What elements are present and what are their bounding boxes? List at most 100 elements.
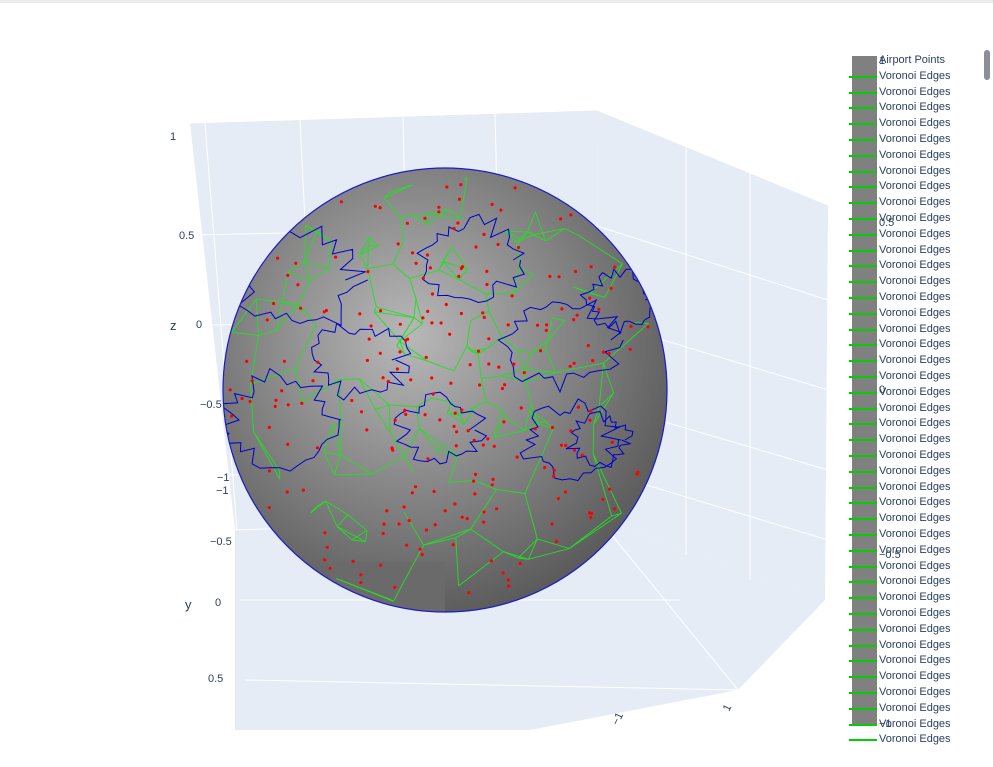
legend-item[interactable]: Voronoi Edges: [846, 369, 964, 384]
airport-point: [350, 398, 354, 403]
legend-item[interactable]: Voronoi Edges: [846, 590, 964, 605]
voronoi-edge: [477, 353, 482, 379]
voronoi-edge: [634, 322, 649, 324]
airport-point: [438, 418, 442, 422]
airport-point: [457, 274, 461, 278]
voronoi-edge: [288, 271, 311, 282]
airport-point: [393, 418, 397, 422]
legend-label: Voronoi Edges: [879, 401, 951, 414]
legend-item[interactable]: Voronoi Edges: [846, 416, 964, 431]
legend-item[interactable]: Voronoi Edges: [846, 543, 964, 558]
legend-label: Voronoi Edges: [879, 638, 951, 651]
airport-point: [490, 202, 494, 206]
legend-item[interactable]: Airport Points: [846, 53, 964, 68]
voronoi-edge: [403, 511, 424, 546]
legend-item[interactable]: Voronoi Edges: [846, 85, 964, 100]
legend-item[interactable]: Voronoi Edges: [846, 574, 964, 589]
airport-point: [267, 425, 271, 429]
legend-item[interactable]: Voronoi Edges: [846, 69, 964, 84]
voronoi-edge: [466, 320, 471, 347]
voronoi-edge: [517, 538, 538, 559]
legend-label: Voronoi Edges: [879, 686, 951, 698]
legend-label: Voronoi Edges: [879, 464, 951, 477]
legend-item[interactable]: Voronoi Edges: [846, 717, 964, 732]
voronoi-edge: [295, 355, 302, 369]
airport-points: [228, 183, 650, 595]
y-axis-ticks: −1 −0.5 0 0.5: [208, 485, 232, 685]
legend-label: Voronoi Edges: [879, 164, 951, 177]
legend[interactable]: Airport Points Voronoi Edges Voronoi Edges…: [846, 52, 964, 745]
voronoi-edge: [493, 409, 502, 438]
legend-item[interactable]: Voronoi Edges: [846, 306, 964, 321]
voronoi-edge: [255, 299, 260, 336]
legend-item[interactable]: Voronoi Edges: [846, 511, 964, 526]
voronoi-edge: [365, 530, 368, 542]
airport-point: [569, 429, 573, 433]
legend-item[interactable]: Voronoi Edges: [846, 685, 964, 700]
voronoi-edge: [470, 528, 504, 553]
airport-point: [448, 332, 452, 336]
airport-point: [485, 269, 489, 273]
voronoi-edge: [359, 254, 369, 269]
legend-item[interactable]: Voronoi Edges: [846, 653, 964, 668]
legend-item[interactable]: Voronoi Edges: [846, 401, 964, 416]
legend-item[interactable]: Voronoi Edges: [846, 164, 964, 179]
legend-item[interactable]: Voronoi Edges: [846, 227, 964, 242]
legend-item[interactable]: Voronoi Edges: [846, 448, 964, 463]
legend-item[interactable]: Voronoi Edges: [846, 480, 964, 495]
legend-item[interactable]: Voronoi Edges: [846, 258, 964, 273]
legend-item[interactable]: Voronoi Edges: [846, 559, 964, 574]
coastline: [519, 398, 622, 482]
airport-point: [316, 360, 320, 364]
airport-point: [575, 313, 579, 317]
legend-item[interactable]: Voronoi Edges: [846, 148, 964, 163]
voronoi-edge: [515, 242, 521, 268]
airport-point: [424, 528, 428, 532]
legend-item[interactable]: Voronoi Edges: [846, 495, 964, 510]
legend-item[interactable]: Voronoi Edges: [846, 606, 964, 621]
voronoi-edge: [389, 432, 405, 457]
airport-point: [609, 286, 613, 290]
airport-point: [286, 273, 290, 277]
airport-point: [472, 438, 476, 442]
voronoi-edge: [347, 514, 368, 531]
legend-item[interactable]: Voronoi Edges: [846, 353, 964, 368]
legend-item[interactable]: Voronoi Edges: [846, 622, 964, 637]
legend-item[interactable]: Voronoi Edges: [846, 211, 964, 226]
legend-item[interactable]: Voronoi Edges: [846, 385, 964, 400]
legend-item[interactable]: Voronoi Edges: [846, 464, 964, 479]
voronoi-edge: [577, 234, 623, 265]
legend-item[interactable]: Voronoi Edges: [846, 732, 964, 747]
legend-item[interactable]: Voronoi Edges: [846, 100, 964, 115]
legend-scrollbar[interactable]: [984, 50, 990, 80]
legend-swatch: [849, 565, 877, 568]
legend-item[interactable]: Voronoi Edges: [846, 179, 964, 194]
airport-point: [476, 349, 481, 353]
airport-point: [507, 584, 511, 588]
voronoi-edge: [338, 378, 360, 380]
legend-item[interactable]: Voronoi Edges: [846, 132, 964, 147]
voronoi-edge: [447, 412, 460, 417]
voronoi-edge: [527, 538, 538, 560]
legend-item[interactable]: Voronoi Edges: [846, 322, 964, 337]
airport-point: [490, 483, 494, 487]
voronoi-edge: [512, 267, 521, 294]
airport-point: [359, 580, 363, 585]
legend-item[interactable]: Voronoi Edges: [846, 527, 964, 542]
legend-item[interactable]: Voronoi Edges: [846, 669, 964, 684]
legend-item[interactable]: Voronoi Edges: [846, 274, 964, 289]
legend-item[interactable]: Voronoi Edges: [846, 638, 964, 653]
legend-item[interactable]: Voronoi Edges: [846, 290, 964, 305]
legend-item[interactable]: Voronoi Edges: [846, 116, 964, 131]
airport-point: [628, 347, 632, 351]
voronoi-edge: [529, 410, 546, 422]
legend-item[interactable]: Voronoi Edges: [846, 432, 964, 447]
legend-item[interactable]: Voronoi Edges: [846, 701, 964, 716]
legend-item[interactable]: Voronoi Edges: [846, 195, 964, 210]
legend-item[interactable]: Voronoi Edges: [846, 243, 964, 258]
airport-point: [296, 283, 300, 287]
voronoi-edge: [564, 228, 578, 236]
legend-item[interactable]: Voronoi Edges: [846, 337, 964, 352]
airport-point: [572, 361, 576, 365]
